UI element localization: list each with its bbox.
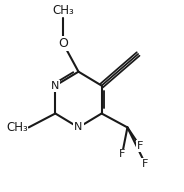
Text: N: N <box>51 81 59 91</box>
Text: F: F <box>137 141 143 151</box>
Text: F: F <box>142 159 148 169</box>
Text: O: O <box>58 37 68 50</box>
Text: CH₃: CH₃ <box>6 121 28 134</box>
Text: F: F <box>119 149 125 159</box>
Text: CH₃: CH₃ <box>52 4 74 17</box>
Text: N: N <box>74 122 83 132</box>
